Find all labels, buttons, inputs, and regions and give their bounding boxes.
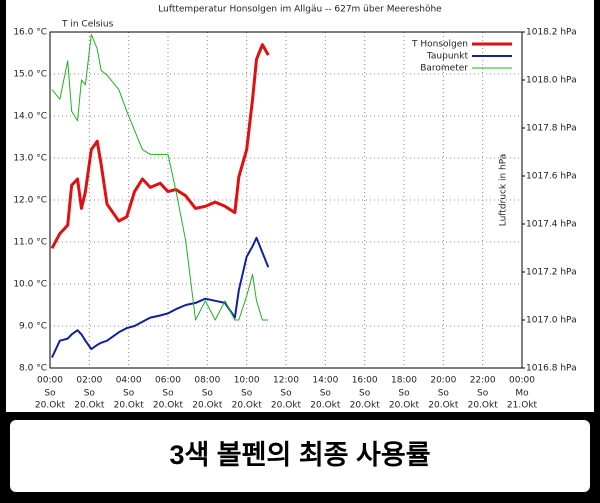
x-tick-label: 08:00 xyxy=(194,376,220,386)
x-tick-label: 10:00 xyxy=(234,376,260,386)
x-tick-date: 20.Okt xyxy=(153,401,184,411)
series-line xyxy=(51,236,270,358)
x-tick-date: 20.Okt xyxy=(310,401,341,411)
y-tick-label: 11.0 °C xyxy=(13,238,47,248)
x-tick-date: 20.Okt xyxy=(74,401,105,411)
y-tick-label: 9.0 °C xyxy=(19,322,47,332)
x-tick-label: 00:00 xyxy=(37,376,63,386)
y2-tick-label: 1018.2 hPa xyxy=(526,28,577,38)
x-tick-label: 06:00 xyxy=(155,376,181,386)
caption-box xyxy=(10,420,590,492)
x-tick-weekday: So xyxy=(123,389,135,399)
legend-label: Barometer xyxy=(420,64,468,74)
x-tick-weekday: So xyxy=(202,389,214,399)
x-tick-date: 20.Okt xyxy=(428,401,459,411)
x-tick-date: 20.Okt xyxy=(35,401,66,411)
x-tick-date: 20.Okt xyxy=(232,401,263,411)
y2-tick-label: 1017.4 hPa xyxy=(526,220,577,230)
x-tick-weekday: Mo xyxy=(515,389,529,399)
y-axis-label: T in Celsius xyxy=(61,20,114,30)
legend-label: T Honsolgen xyxy=(411,40,468,50)
x-tick-label: 22:00 xyxy=(470,376,496,386)
x-tick-weekday: So xyxy=(280,389,292,399)
caption: 3색 볼펜의 최종 사용률 xyxy=(169,440,430,470)
x-tick-date: 20.Okt xyxy=(114,401,145,411)
x-tick-label: 04:00 xyxy=(116,376,142,386)
x-tick-weekday: So xyxy=(477,389,489,399)
legend-label: Taupunkt xyxy=(426,52,469,62)
plot-frame xyxy=(49,31,523,369)
x-tick-date: 21.Okt xyxy=(507,401,538,411)
x-tick-weekday: So xyxy=(398,389,410,399)
y2-tick-label: 1017.6 hPa xyxy=(526,172,577,182)
series-line xyxy=(51,33,269,321)
y-tick-label: 13.0 °C xyxy=(13,154,47,164)
x-tick-weekday: So xyxy=(438,389,450,399)
chart-title: Lufttemperatur Honsolgen im Allgäu -- 62… xyxy=(158,5,442,15)
y2-tick-label: 1018.0 hPa xyxy=(526,76,577,86)
x-tick-date: 20.Okt xyxy=(350,401,381,411)
y-tick-label: 12.0 °C xyxy=(13,196,47,206)
x-tick-label: 16:00 xyxy=(352,376,378,386)
x-tick-label: 00:00 xyxy=(509,376,535,386)
x-tick-weekday: So xyxy=(241,389,253,399)
y-tick-label: 10.0 °C xyxy=(13,280,47,290)
y2-tick-label: 1017.0 hPa xyxy=(526,316,577,326)
y2-axis-label: Luftdruck in hPa xyxy=(499,154,509,227)
y2-tick-label: 1017.8 hPa xyxy=(526,124,577,134)
x-tick-weekday: So xyxy=(359,389,371,399)
x-tick-weekday: So xyxy=(162,389,174,399)
x-tick-weekday: So xyxy=(84,389,96,399)
x-tick-weekday: So xyxy=(320,389,332,399)
chart-background xyxy=(6,0,594,412)
y2-tick-label: 1017.2 hPa xyxy=(526,268,577,278)
y2-tick-label: 1016.8 hPa xyxy=(526,364,577,374)
x-tick-label: 18:00 xyxy=(391,376,417,386)
x-tick-date: 20.Okt xyxy=(192,401,223,411)
x-tick-label: 02:00 xyxy=(76,376,102,386)
x-tick-weekday: So xyxy=(44,389,56,399)
x-tick-date: 20.Okt xyxy=(271,401,302,411)
y-tick-label: 14.0 °C xyxy=(13,112,47,122)
x-tick-date: 20.Okt xyxy=(468,401,499,411)
x-tick-label: 12:00 xyxy=(273,376,299,386)
x-tick-date: 20.Okt xyxy=(389,401,420,411)
series-line xyxy=(50,43,270,250)
x-tick-label: 14:00 xyxy=(312,376,338,386)
y-tick-label: 16.0 °C xyxy=(13,28,47,38)
y-tick-label: 15.0 °C xyxy=(13,70,47,80)
y-tick-label: 8.0 °C xyxy=(19,364,47,374)
x-tick-label: 20:00 xyxy=(430,376,456,386)
